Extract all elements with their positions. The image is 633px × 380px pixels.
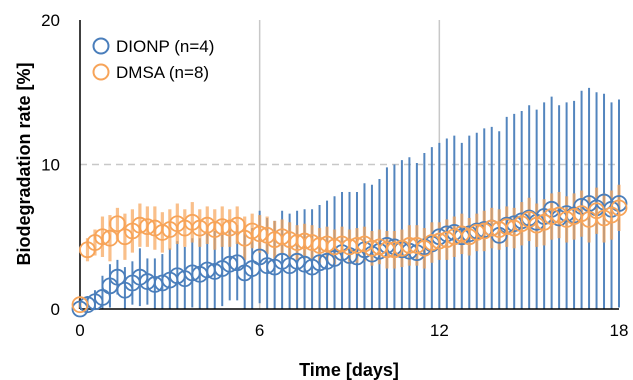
- markers: [71, 193, 628, 318]
- data-point: [610, 195, 628, 212]
- data-point: [221, 255, 239, 273]
- y-tick-label: 10: [41, 156, 60, 175]
- data-point: [94, 228, 111, 246]
- data-point: [153, 224, 171, 241]
- data-point: [258, 257, 276, 275]
- y-axis-title: Biodegradation rate [%]: [14, 62, 34, 265]
- legend-marker: [92, 37, 110, 55]
- data-point: [386, 241, 403, 259]
- x-tick-label: 0: [75, 321, 84, 340]
- data-point: [94, 289, 111, 306]
- data-point: [109, 215, 126, 233]
- data-point: [79, 296, 96, 314]
- data-point: [468, 224, 486, 241]
- axes: [79, 20, 619, 310]
- x-axis-title: Time [days]: [299, 360, 399, 380]
- x-tick-label: 12: [430, 321, 449, 340]
- data-point: [221, 219, 239, 237]
- data-point: [138, 218, 156, 236]
- y-tick-label: 20: [41, 11, 60, 30]
- data-point: [505, 215, 523, 233]
- legend-marker: [92, 63, 110, 81]
- data-point: [558, 211, 575, 228]
- data-point: [595, 209, 613, 227]
- tick-labels: 0 6 12 18 0 10 20: [41, 11, 628, 340]
- x-tick-label: 6: [255, 321, 264, 340]
- data-point: [296, 232, 313, 250]
- data-point: [438, 231, 456, 249]
- data-point: [251, 225, 269, 243]
- data-point: [528, 216, 546, 234]
- legend-label: DMSA (n=8): [116, 63, 209, 82]
- data-point: [318, 252, 336, 270]
- data-point: [430, 232, 448, 250]
- data-point: [206, 263, 224, 280]
- data-point: [273, 228, 291, 246]
- data-point: [243, 222, 261, 240]
- x-tick-label: 18: [610, 321, 629, 340]
- data-point: [288, 252, 306, 270]
- data-point: [71, 296, 89, 314]
- data-point: [311, 254, 328, 272]
- data-point: [109, 268, 126, 286]
- data-point: [610, 199, 628, 217]
- legend-label: DIONP (n=4): [116, 37, 214, 56]
- data-point: [228, 216, 246, 234]
- data-point: [153, 274, 171, 292]
- data-point: [146, 276, 164, 293]
- legend: DIONP (n=4) DMSA (n=8): [92, 37, 214, 82]
- y-tick-label: 0: [51, 300, 60, 319]
